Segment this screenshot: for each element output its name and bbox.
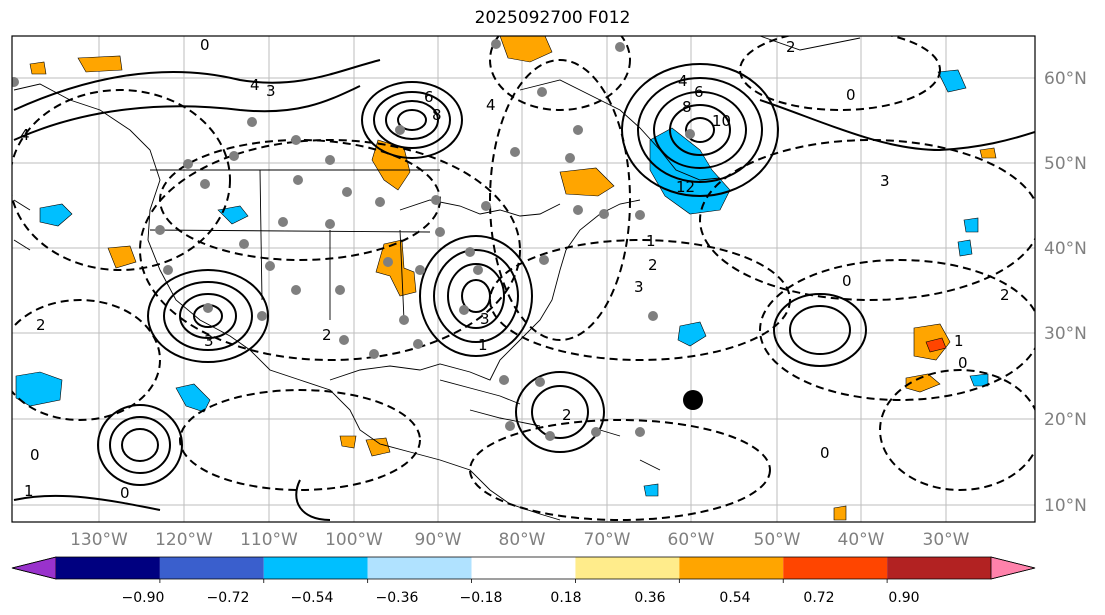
colorbar-outline [11, 556, 1036, 580]
svg-text:4: 4 [20, 126, 30, 144]
svg-text:6: 6 [694, 83, 704, 101]
contours-solid [13, 59, 1035, 521]
svg-text:4: 4 [250, 76, 260, 94]
svg-text:6: 6 [424, 88, 434, 106]
colorbar-bin [575, 557, 680, 579]
svg-text:0: 0 [120, 484, 130, 502]
lon-label: 90°W [415, 530, 462, 550]
svg-text:3: 3 [204, 332, 214, 350]
svg-text:1: 1 [954, 332, 964, 350]
colorbar-bin [679, 557, 784, 579]
svg-text:12: 12 [676, 178, 695, 196]
colorbar-bin [159, 557, 264, 579]
lat-axis: 60°N 50°N 40°N 30°N 20°N 10°N [1044, 69, 1087, 516]
colorbar [11, 556, 1036, 583]
colorbar-bin [887, 557, 991, 579]
colorbar-tick-label: −0.72 [207, 590, 250, 606]
svg-text:2: 2 [1000, 286, 1010, 304]
lon-label: 30°W [923, 530, 970, 550]
svg-text:2: 2 [786, 38, 796, 56]
svg-text:8: 8 [682, 98, 692, 116]
lon-label: 130°W [70, 530, 128, 550]
colorbar-tick-label: −0.90 [122, 590, 165, 606]
colorbar-tick-label: −0.18 [460, 590, 503, 606]
lat-label: 40°N [1044, 239, 1087, 259]
svg-text:3: 3 [634, 278, 644, 296]
svg-text:1: 1 [24, 482, 34, 500]
colorbar-bin [367, 557, 472, 579]
svg-text:3: 3 [480, 310, 490, 328]
svg-text:2: 2 [648, 256, 658, 274]
lon-label: 120°W [155, 530, 213, 550]
obs-markers [12, 39, 695, 441]
svg-text:0: 0 [846, 86, 856, 104]
svg-text:0: 0 [842, 272, 852, 290]
svg-text:0: 0 [958, 354, 968, 372]
colorbar-bin [263, 557, 368, 579]
svg-text:8: 8 [432, 106, 442, 124]
lat-label: 30°N [1044, 324, 1087, 344]
gridlines [12, 36, 1035, 522]
lon-label: 110°W [240, 530, 298, 550]
svg-text:3: 3 [880, 172, 890, 190]
colorbar-labels: −0.90 −0.72 −0.54 −0.36 −0.18 0.18 0.36 … [122, 590, 920, 606]
svg-text:3: 3 [266, 82, 276, 100]
colorbar-tick-label: −0.36 [376, 590, 419, 606]
svg-text:4: 4 [678, 72, 688, 90]
lon-label: 40°W [838, 530, 885, 550]
svg-text:1: 1 [478, 336, 488, 354]
svg-text:0: 0 [820, 444, 830, 462]
lat-label: 20°N [1044, 410, 1087, 430]
lon-label: 80°W [499, 530, 546, 550]
lon-axis: 130°W 120°W 110°W 100°W 90°W 80°W 70°W 6… [70, 530, 970, 550]
colorbar-bin [783, 557, 888, 579]
colorbar-extend-min [11, 556, 57, 580]
svg-text:4: 4 [486, 96, 496, 114]
black-marker [683, 390, 703, 410]
colorbar-extend-max [990, 556, 1036, 580]
lon-label: 60°W [668, 530, 715, 550]
map-frame [11, 35, 1036, 523]
colorbar-tick-label: −0.54 [291, 590, 334, 606]
colorbar-tick-label: 0.54 [719, 590, 750, 606]
svg-text:2: 2 [322, 326, 332, 344]
shaded-anomalies [15, 36, 997, 521]
svg-text:10: 10 [712, 112, 731, 130]
colorbar-tick-label: 0.18 [550, 590, 581, 606]
svg-text:0: 0 [30, 446, 40, 464]
map-title: 2025092700 F012 [474, 8, 631, 28]
svg-text:0: 0 [200, 36, 210, 54]
colorbar-tick-label: 0.72 [803, 590, 834, 606]
svg-text:2: 2 [36, 316, 46, 334]
svg-text:1: 1 [646, 232, 656, 250]
lat-label: 50°N [1044, 154, 1087, 174]
colorbar-bin [471, 557, 576, 579]
svg-text:2: 2 [562, 406, 572, 424]
lat-label: 10°N [1044, 496, 1087, 516]
colorbar-bin [56, 557, 160, 579]
colorbar-tick-label: 0.90 [888, 590, 919, 606]
contours-dashed [12, 36, 1035, 521]
colorbar-tick-label: 0.36 [634, 590, 665, 606]
lon-label: 50°W [754, 530, 801, 550]
lon-label: 70°W [584, 530, 631, 550]
lon-label: 100°W [325, 530, 383, 550]
lat-label: 60°N [1044, 69, 1087, 89]
